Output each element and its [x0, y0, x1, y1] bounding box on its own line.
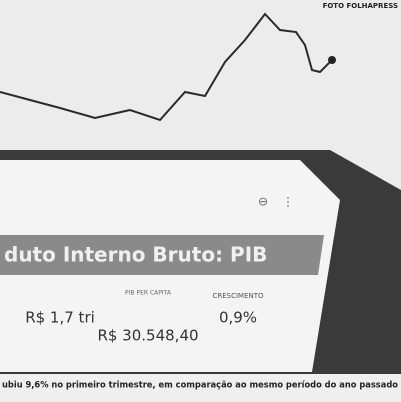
screen-menu: ⋮: [282, 195, 294, 209]
stat-value: R$ 30.548,40: [97, 327, 198, 345]
photo-drawing: FOTO FOLHAPRESS duto Interno Bruto: PIB …: [0, 0, 401, 402]
stat-value: 0,9%: [219, 309, 257, 327]
stat-label: PIB PER CAPITA: [125, 290, 172, 297]
stat-value: R$ 1,7 tri: [25, 309, 95, 327]
line-end-marker: [328, 56, 336, 64]
caption: ubiu 9,6% no primeiro trimestre, em comp…: [2, 381, 398, 391]
photo: FOTO FOLHAPRESS duto Interno Bruto: PIB …: [0, 0, 401, 402]
stat-label: CRESCIMENTO: [212, 292, 264, 300]
screen-title: duto Interno Bruto: PIB: [4, 243, 267, 267]
screen-icon: ⊖: [258, 195, 268, 209]
photo-credit: FOTO FOLHAPRESS: [323, 2, 398, 10]
